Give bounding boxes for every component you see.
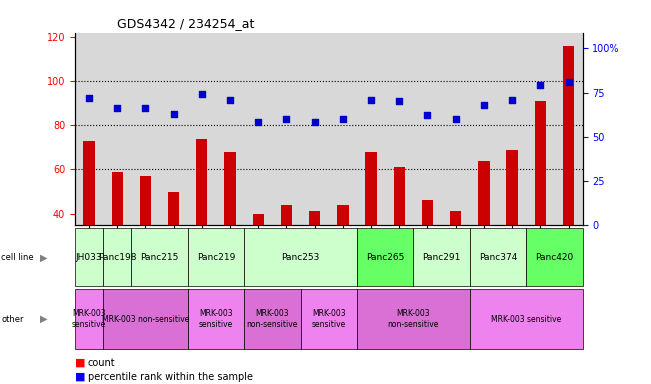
Bar: [450, 212, 462, 302]
Text: Panc374: Panc374: [479, 253, 517, 262]
Bar: [281, 205, 292, 302]
Text: ■: ■: [75, 372, 85, 382]
Text: JH033: JH033: [76, 253, 102, 262]
Point: [563, 79, 574, 85]
Point: [281, 116, 292, 122]
Bar: [309, 212, 320, 302]
Bar: [111, 172, 123, 302]
Text: percentile rank within the sample: percentile rank within the sample: [88, 372, 253, 382]
Point: [366, 96, 376, 103]
Text: ■: ■: [75, 358, 85, 368]
Text: MRK-003
sensitive: MRK-003 sensitive: [312, 310, 346, 329]
Text: MRK-003
non-sensitive: MRK-003 non-sensitive: [247, 310, 298, 329]
Point: [140, 105, 150, 111]
Point: [422, 113, 433, 119]
Text: MRK-003 sensitive: MRK-003 sensitive: [491, 314, 561, 324]
Text: MRK-003
sensitive: MRK-003 sensitive: [199, 310, 233, 329]
Text: other: other: [1, 314, 24, 324]
Text: Panc265: Panc265: [366, 253, 404, 262]
Text: cell line: cell line: [1, 253, 34, 262]
Text: GDS4342 / 234254_at: GDS4342 / 234254_at: [117, 17, 255, 30]
Bar: [534, 101, 546, 302]
Bar: [394, 167, 405, 302]
Bar: [563, 46, 574, 302]
Text: MRK-003
non-sensitive: MRK-003 non-sensitive: [388, 310, 439, 329]
Text: Panc291: Panc291: [422, 253, 461, 262]
Bar: [168, 192, 179, 302]
Text: Panc420: Panc420: [535, 253, 574, 262]
Text: ▶: ▶: [40, 314, 48, 324]
Text: count: count: [88, 358, 115, 368]
Point: [112, 105, 122, 111]
Point: [169, 111, 179, 117]
Bar: [365, 152, 377, 302]
Point: [478, 102, 489, 108]
Bar: [83, 141, 94, 302]
Bar: [478, 161, 490, 302]
Bar: [337, 205, 348, 302]
Text: Panc219: Panc219: [197, 253, 235, 262]
Point: [197, 91, 207, 98]
Text: ▶: ▶: [40, 252, 48, 262]
Bar: [196, 139, 208, 302]
Text: MRK-003
sensitive: MRK-003 sensitive: [72, 310, 106, 329]
Point: [450, 116, 461, 122]
Bar: [140, 176, 151, 302]
Point: [394, 98, 404, 104]
Text: Panc215: Panc215: [141, 253, 178, 262]
Bar: [506, 150, 518, 302]
Bar: [225, 152, 236, 302]
Point: [84, 95, 94, 101]
Text: Panc253: Panc253: [281, 253, 320, 262]
Bar: [422, 200, 433, 302]
Text: Panc198: Panc198: [98, 253, 137, 262]
Point: [309, 119, 320, 126]
Point: [253, 119, 264, 126]
Point: [535, 83, 546, 89]
Point: [338, 116, 348, 122]
Bar: [253, 214, 264, 302]
Point: [507, 96, 518, 103]
Point: [225, 96, 235, 103]
Text: MRK-003 non-sensitive: MRK-003 non-sensitive: [102, 314, 189, 324]
